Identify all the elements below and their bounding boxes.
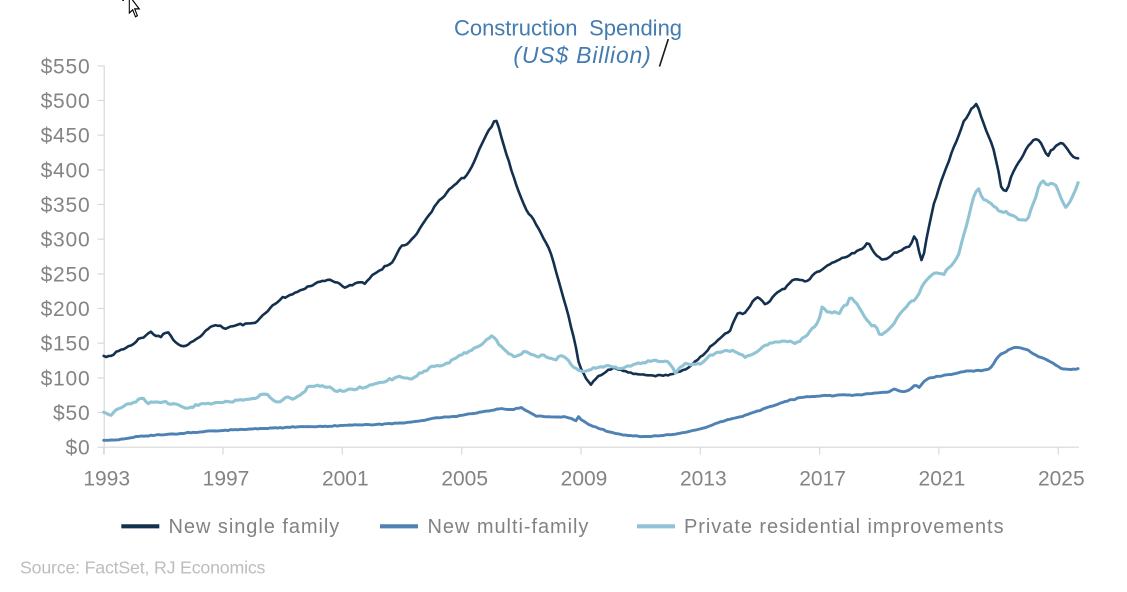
svg-text:$250: $250 [41, 263, 91, 286]
svg-text:2025: 2025 [1038, 467, 1085, 490]
svg-text:$450: $450 [41, 125, 91, 148]
svg-text:2017: 2017 [799, 467, 846, 490]
svg-text:Construction Spending: Construction Spending [454, 16, 682, 41]
svg-text:$50: $50 [53, 402, 90, 425]
svg-text:2013: 2013 [680, 467, 727, 490]
svg-text:$300: $300 [41, 229, 91, 252]
svg-text:$350: $350 [41, 194, 91, 217]
svg-text:1993: 1993 [83, 467, 130, 490]
svg-text:1997: 1997 [203, 467, 250, 490]
svg-text:2021: 2021 [919, 467, 966, 490]
svg-text:$0: $0 [66, 437, 91, 460]
svg-text:$400: $400 [41, 159, 91, 182]
svg-text:2001: 2001 [322, 467, 369, 490]
svg-text:Source: FactSet, RJ Economics: Source: FactSet, RJ Economics [20, 557, 266, 577]
svg-text:New single family: New single family [169, 516, 341, 538]
svg-text:2009: 2009 [561, 467, 608, 490]
svg-text:Private residential improvemen: Private residential improvements [684, 516, 1005, 538]
svg-text:$150: $150 [41, 333, 91, 356]
svg-text:(US$ Billion): (US$ Billion) [513, 42, 651, 68]
svg-text:2005: 2005 [441, 467, 488, 490]
svg-text:$500: $500 [41, 90, 91, 113]
svg-text:$200: $200 [41, 298, 91, 321]
svg-text:New multi-family: New multi-family [428, 516, 590, 538]
svg-text:$100: $100 [41, 367, 91, 390]
svg-text:$550: $550 [41, 55, 91, 78]
